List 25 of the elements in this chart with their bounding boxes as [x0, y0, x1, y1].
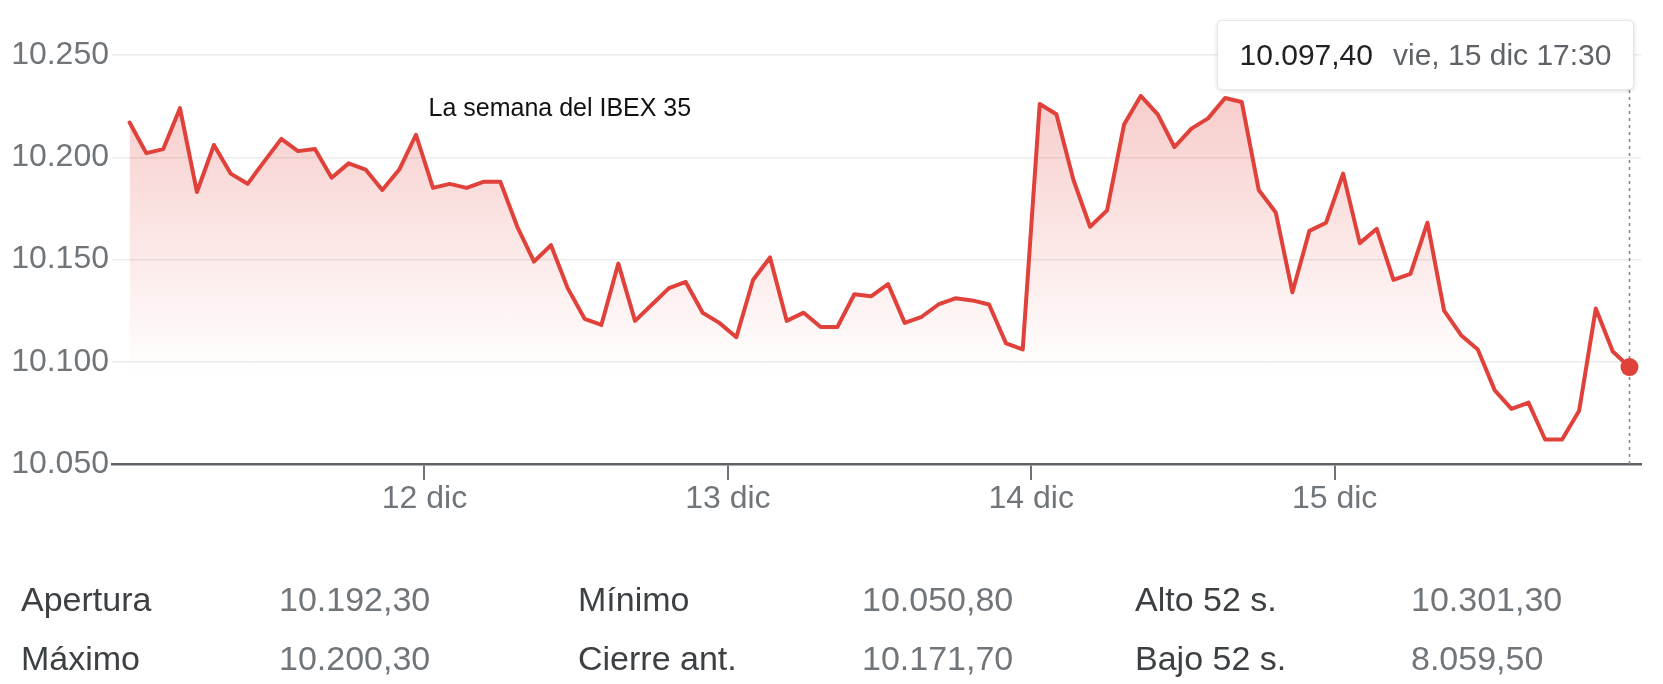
y-tick-label: 10.050: [11, 443, 109, 480]
y-tick-label: 10.150: [11, 239, 109, 276]
x-tick-label: 15 dic: [1291, 479, 1378, 516]
text: Cierre ant.: [578, 638, 737, 678]
text: 10.171,70: [862, 638, 1014, 678]
y-tick-label: 10.200: [11, 137, 109, 174]
text: Alto 52 s.: [1135, 579, 1277, 619]
text: 10.301,30: [1411, 579, 1563, 619]
text: 10.200,30: [279, 638, 431, 678]
y-tick-label: 10.250: [11, 34, 109, 71]
x-tick-label: 14 dic: [988, 479, 1074, 516]
text: 10.192,30: [279, 579, 431, 619]
tooltip: 10.097,40 vie, 15 dic 17:30: [1216, 20, 1635, 90]
annotation: 10.097,40: [1239, 38, 1373, 72]
text: Máximo: [21, 638, 141, 678]
x-tick-label: 12 dic: [381, 479, 468, 516]
text: La semana del IBEX 35: [428, 92, 692, 121]
text: Apertura: [21, 579, 152, 619]
text: 8.059,50: [1411, 638, 1544, 678]
x-tick-label: 13 dic: [685, 479, 771, 516]
text: Bajo 52 s.: [1135, 638, 1287, 678]
annotation: vie, 15 dic 17:30: [1393, 38, 1612, 72]
text: Mínimo: [578, 579, 690, 619]
y-tick-label: 10.100: [11, 341, 109, 378]
text: 10.050,80: [862, 579, 1014, 619]
